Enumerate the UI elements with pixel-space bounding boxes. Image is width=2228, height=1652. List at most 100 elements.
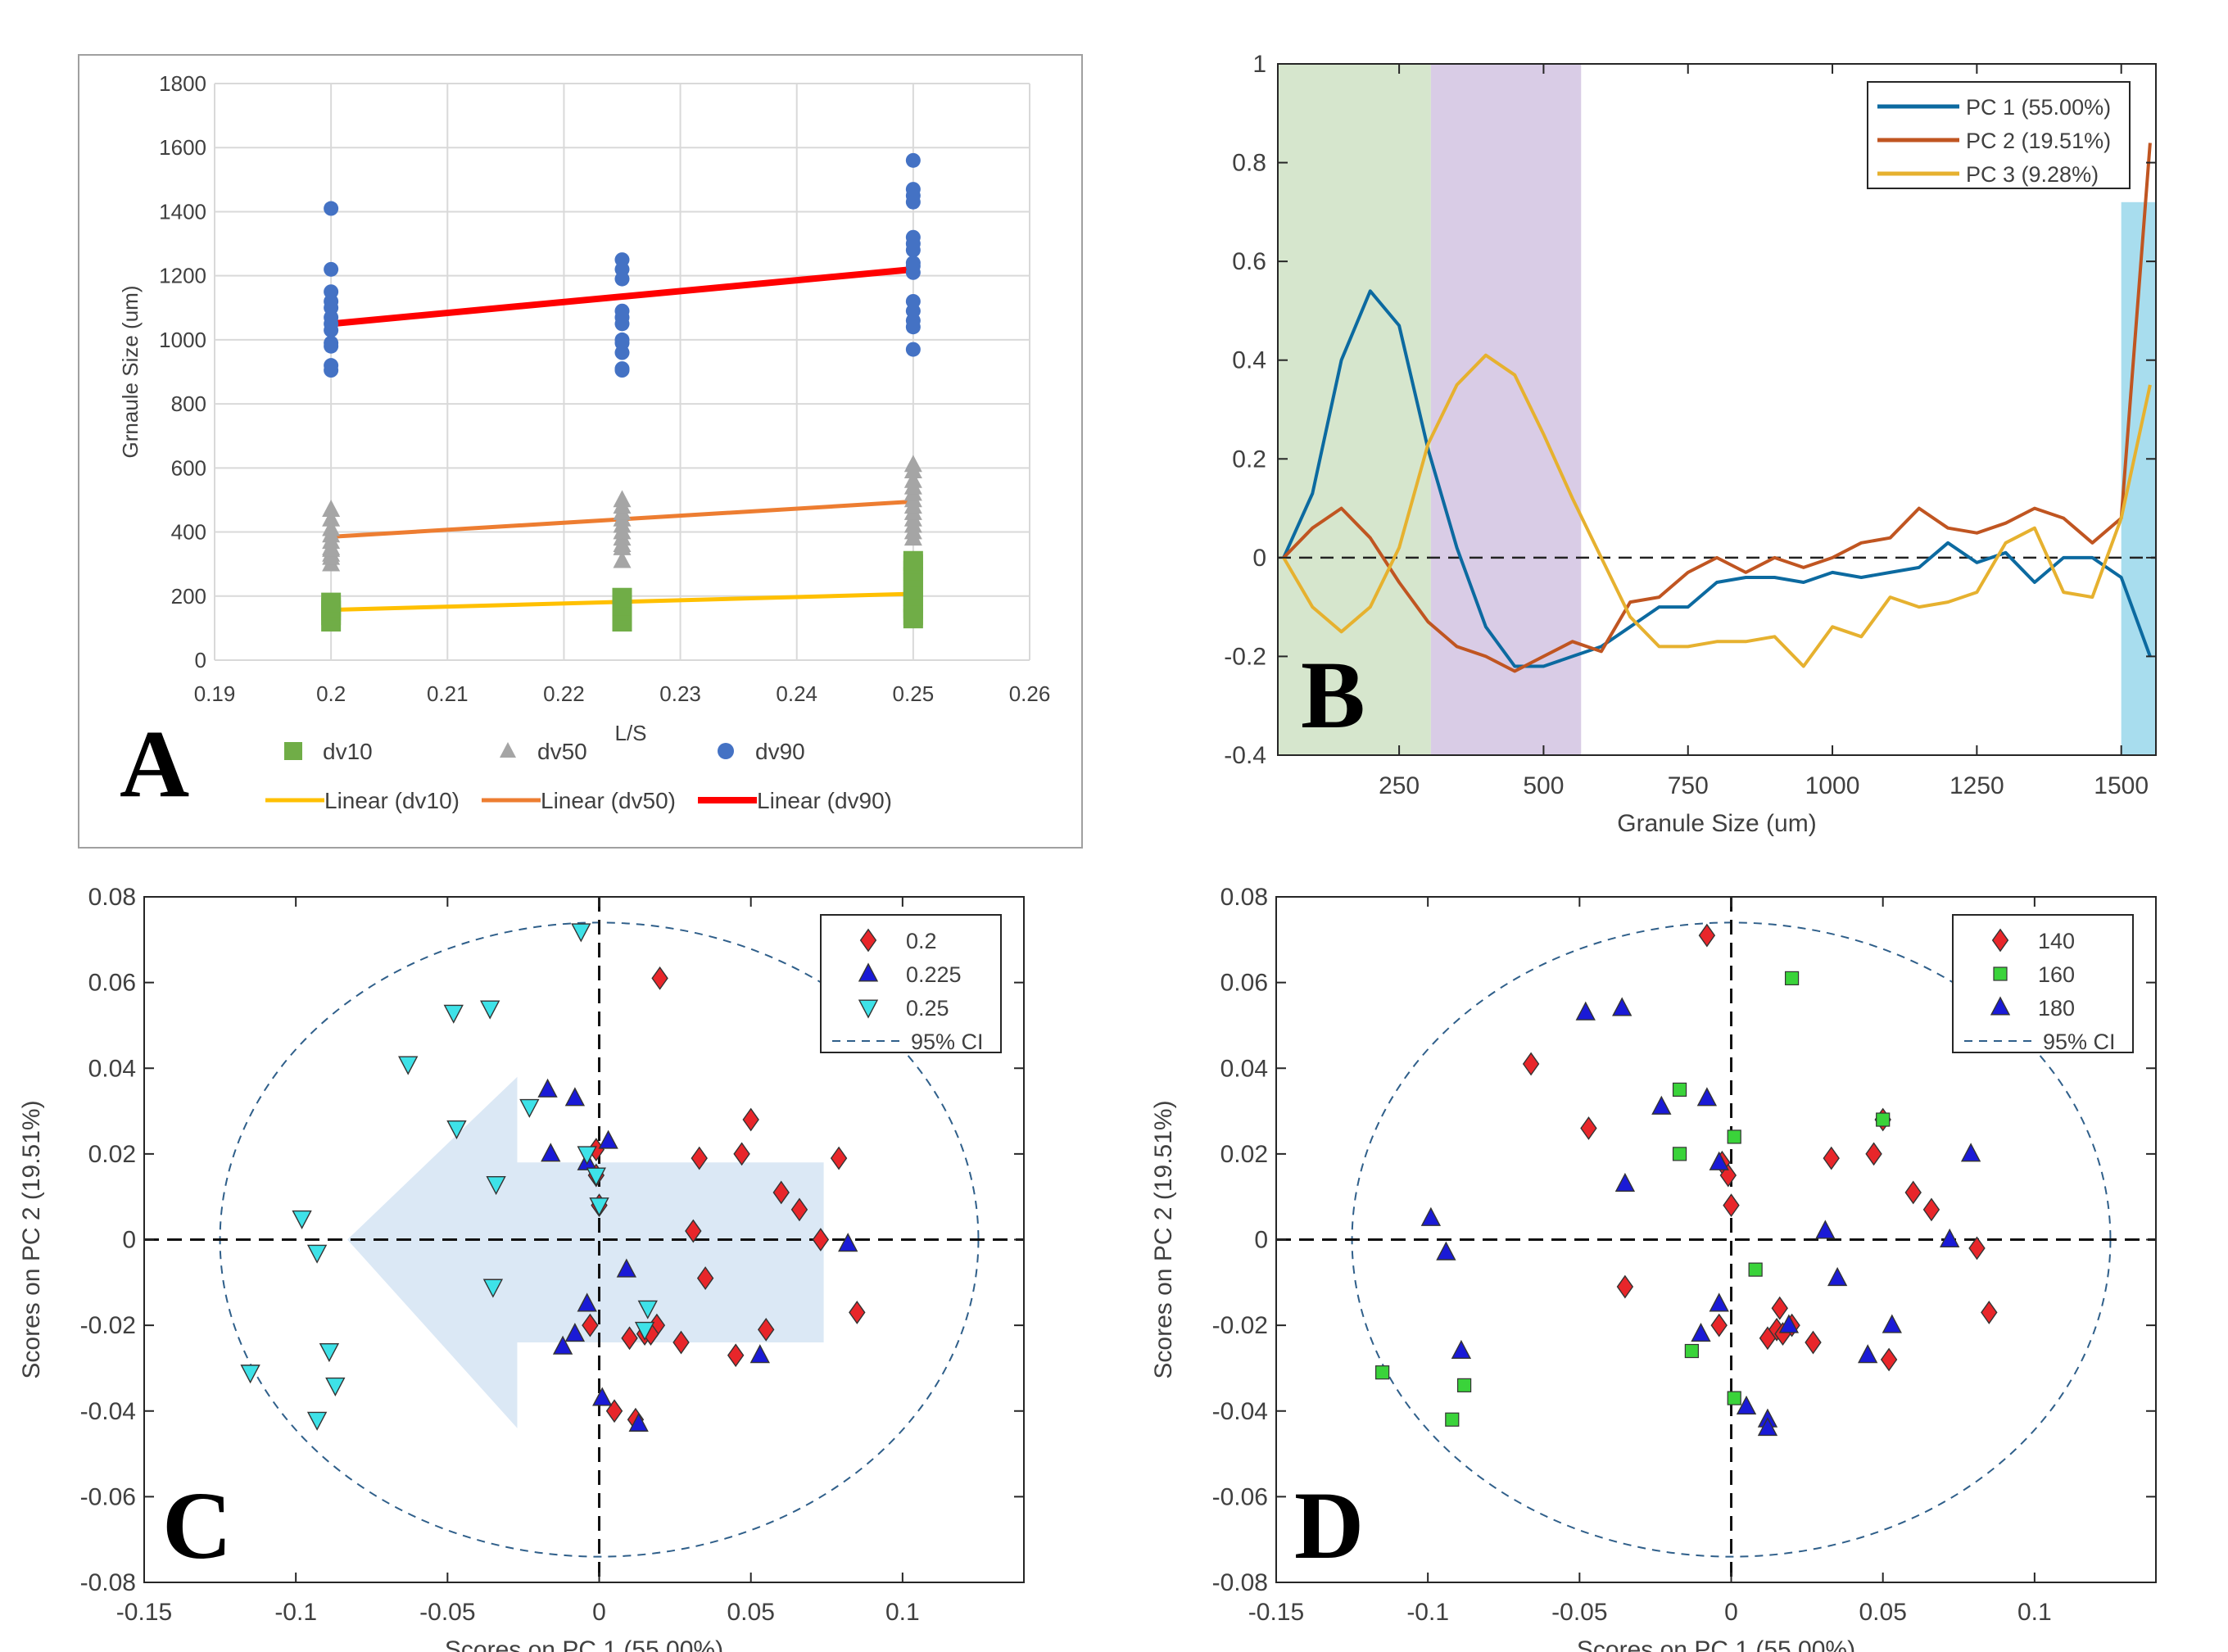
data-point-dv50	[613, 490, 632, 508]
shaded-region	[1278, 64, 1431, 755]
data-point-140	[1805, 1330, 1822, 1355]
legend-label: PC 1 (55.00%)	[1966, 95, 2111, 120]
y-tick-label: 1800	[159, 71, 206, 96]
data-point-0.2	[651, 966, 668, 990]
data-point-0.2	[790, 1197, 808, 1222]
data-point-dv50	[903, 470, 922, 488]
x-tick-label: 0.22	[543, 681, 585, 706]
data-point-0.25	[577, 1146, 597, 1165]
legend-box	[1952, 914, 2134, 1053]
x-tick-label: 1500	[2094, 772, 2149, 799]
data-point-140	[1823, 1146, 1840, 1170]
data-point-dv90	[324, 323, 339, 338]
y-tick-label: -0.08	[80, 1569, 136, 1596]
y-tick-label: -0.06	[80, 1483, 136, 1510]
data-point-0.225	[552, 1335, 573, 1355]
data-point-0.25	[319, 1343, 340, 1363]
data-point-dv90	[905, 319, 921, 335]
x-tick-label: 1250	[1950, 772, 2004, 799]
data-point-dv90	[905, 152, 921, 168]
data-point-0.25	[634, 1321, 655, 1341]
data-point-0.25	[306, 1244, 328, 1264]
data-point-dv50	[613, 550, 632, 568]
data-point-160	[1672, 1147, 1687, 1161]
y-tick-label: 0.02	[1220, 1141, 1268, 1168]
y-tick-label: 0.08	[1220, 884, 1268, 911]
plot-frame	[1277, 63, 2157, 756]
legend-marker	[858, 962, 879, 982]
y-tick-label: 200	[171, 584, 206, 609]
data-point-dv10	[903, 550, 923, 571]
data-point-dv10	[612, 587, 632, 608]
data-point-0.25	[519, 1098, 540, 1118]
x-tick-label: 0.21	[427, 681, 469, 706]
data-point-160	[1672, 1082, 1687, 1098]
data-point-0.25	[586, 1167, 606, 1187]
x-axis-label: Granule Size (um)	[1617, 810, 1816, 837]
data-point-dv90	[324, 363, 339, 378]
data-point-180	[1696, 1087, 1718, 1107]
x-tick-label: -0.05	[419, 1599, 475, 1626]
data-point-140	[1981, 1301, 1998, 1324]
data-point-180	[1612, 997, 1633, 1016]
y-tick-label: 0.8	[1232, 150, 1266, 177]
data-point-0.225	[564, 1087, 586, 1107]
data-point-0.25	[443, 1004, 464, 1024]
legend-marker	[500, 742, 516, 758]
y-tick-label: -0.04	[80, 1398, 136, 1425]
data-point-0.2	[621, 1326, 638, 1351]
data-point-0.25	[480, 1000, 500, 1020]
data-point-160	[1748, 1262, 1763, 1277]
data-point-180	[1940, 1228, 1960, 1248]
data-point-180	[1709, 1151, 1729, 1170]
x-tick-label: 0.1	[2017, 1599, 2052, 1626]
data-point-0.2	[772, 1180, 790, 1205]
panel-a: 0.19 0.2 0.21 0.22 0.23 0.24 0.25 0.26 0 200 400 60…	[78, 54, 1083, 849]
x-tick-label: 0	[1724, 1599, 1738, 1626]
data-point-0.225	[598, 1129, 618, 1149]
data-point-dv90	[324, 338, 339, 354]
data-point-0.25	[637, 1300, 658, 1319]
data-point-0.225	[537, 1078, 558, 1098]
legend-label: 95% CI	[2043, 1030, 2116, 1054]
y-tick-label: 600	[171, 455, 206, 480]
x-tick-label: -0.1	[1406, 1599, 1449, 1626]
data-point-0.25	[240, 1365, 260, 1384]
x-tick-label: 0.24	[776, 681, 817, 706]
data-point-140	[1968, 1236, 1986, 1260]
data-point-180	[1757, 1417, 1778, 1437]
panel-letter-c: C	[162, 1472, 232, 1579]
data-point-0.2	[685, 1219, 702, 1243]
y-tick-label: 1400	[159, 199, 206, 224]
trendline-5	[330, 265, 914, 328]
data-point-0.2	[582, 1313, 599, 1337]
legend-marker	[718, 743, 734, 759]
legend-label: Linear (dv50)	[541, 788, 676, 813]
y-tick-label: 0	[195, 648, 206, 672]
data-point-180	[1709, 1292, 1729, 1312]
data-point-0.2	[733, 1142, 750, 1166]
x-tick-label: -0.15	[116, 1599, 172, 1626]
x-tick-label: 750	[1668, 772, 1709, 799]
panel-b: 250 500 750 1000 1250 1500 -0.4 -0.2 0 0.2 0.4 0.6 0…	[1224, 51, 2157, 837]
data-point-dv90	[905, 242, 921, 258]
y-tick-label: 0	[1254, 1227, 1268, 1254]
data-point-180	[1691, 1322, 1711, 1342]
y-tick-label: 0.08	[88, 884, 136, 911]
data-point-160	[1727, 1391, 1741, 1405]
data-point-180	[1827, 1266, 1848, 1287]
y-tick-label: -0.06	[1212, 1483, 1268, 1510]
data-point-0.25	[398, 1056, 419, 1075]
legend-label: PC 2 (19.51%)	[1966, 129, 2111, 153]
data-point-0.25	[571, 923, 591, 943]
y-tick-label: 0	[1252, 545, 1266, 572]
y-tick-label: 0.04	[88, 1055, 136, 1082]
legend-label: dv50	[537, 739, 587, 764]
data-point-dv50	[613, 538, 632, 555]
data-point-dv90	[614, 332, 630, 347]
legend-label: 95% CI	[911, 1030, 984, 1054]
y-axis-label: Grnaule Size (um)	[118, 286, 143, 459]
data-point-dv50	[322, 500, 341, 517]
data-point-180	[1778, 1314, 1800, 1333]
